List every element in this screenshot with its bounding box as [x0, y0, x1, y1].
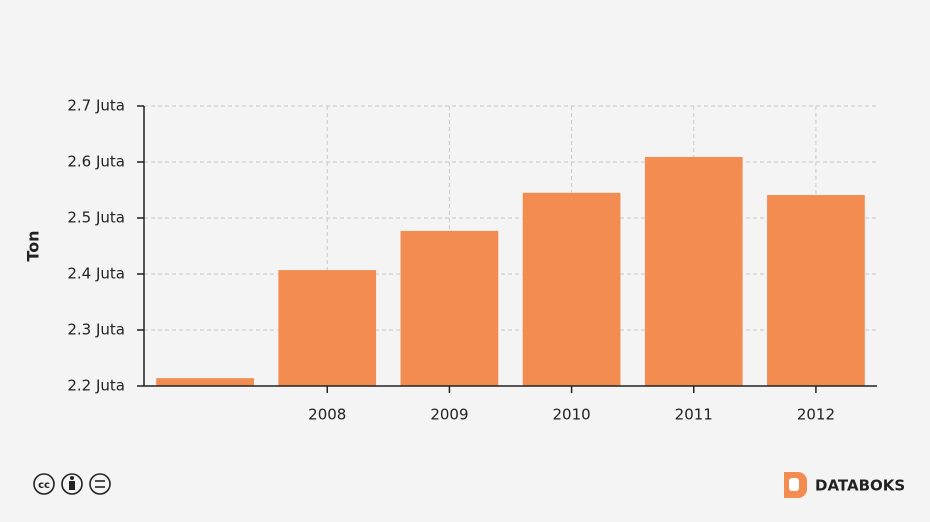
y-tick-label: 2.5 Juta	[67, 209, 125, 227]
bar	[278, 270, 377, 386]
bar	[767, 195, 865, 386]
bar	[522, 192, 621, 386]
x-tick-label: 2011	[675, 406, 713, 424]
y-axis-label: Ton	[24, 230, 43, 261]
y-tick-label: 2.3 Juta	[67, 321, 125, 339]
x-tick-label: 2009	[430, 406, 468, 424]
brand-name: DATABOKS	[815, 477, 905, 495]
y-tick-label: 2.4 Juta	[67, 265, 125, 283]
y-tick-label: 2.7 Juta	[67, 97, 125, 115]
bar	[400, 230, 499, 386]
brand-logo	[784, 472, 807, 498]
plot: 2.2 Juta 2.3 Juta 2.4 Juta 2.5 Juta 2.6 Juta…	[67, 97, 877, 424]
x-tick-label: 2008	[308, 406, 346, 424]
x-tick-label: 2012	[797, 406, 835, 424]
y-tick-label: 2.2 Juta	[67, 377, 125, 395]
license-icons: cc	[33, 473, 111, 495]
bar	[644, 156, 743, 386]
bar	[156, 378, 254, 386]
x-tick-label: 2010	[552, 406, 590, 424]
y-tick-label: 2.6 Juta	[67, 153, 125, 171]
svg-text:cc: cc	[38, 480, 50, 491]
